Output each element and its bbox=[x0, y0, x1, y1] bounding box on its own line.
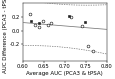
X-axis label: Average AUC (PCA3 & tPSA): Average AUC (PCA3 & tPSA) bbox=[26, 71, 102, 76]
Y-axis label: AUC Difference (PCA3 - tPSA): AUC Difference (PCA3 - tPSA) bbox=[3, 0, 8, 73]
